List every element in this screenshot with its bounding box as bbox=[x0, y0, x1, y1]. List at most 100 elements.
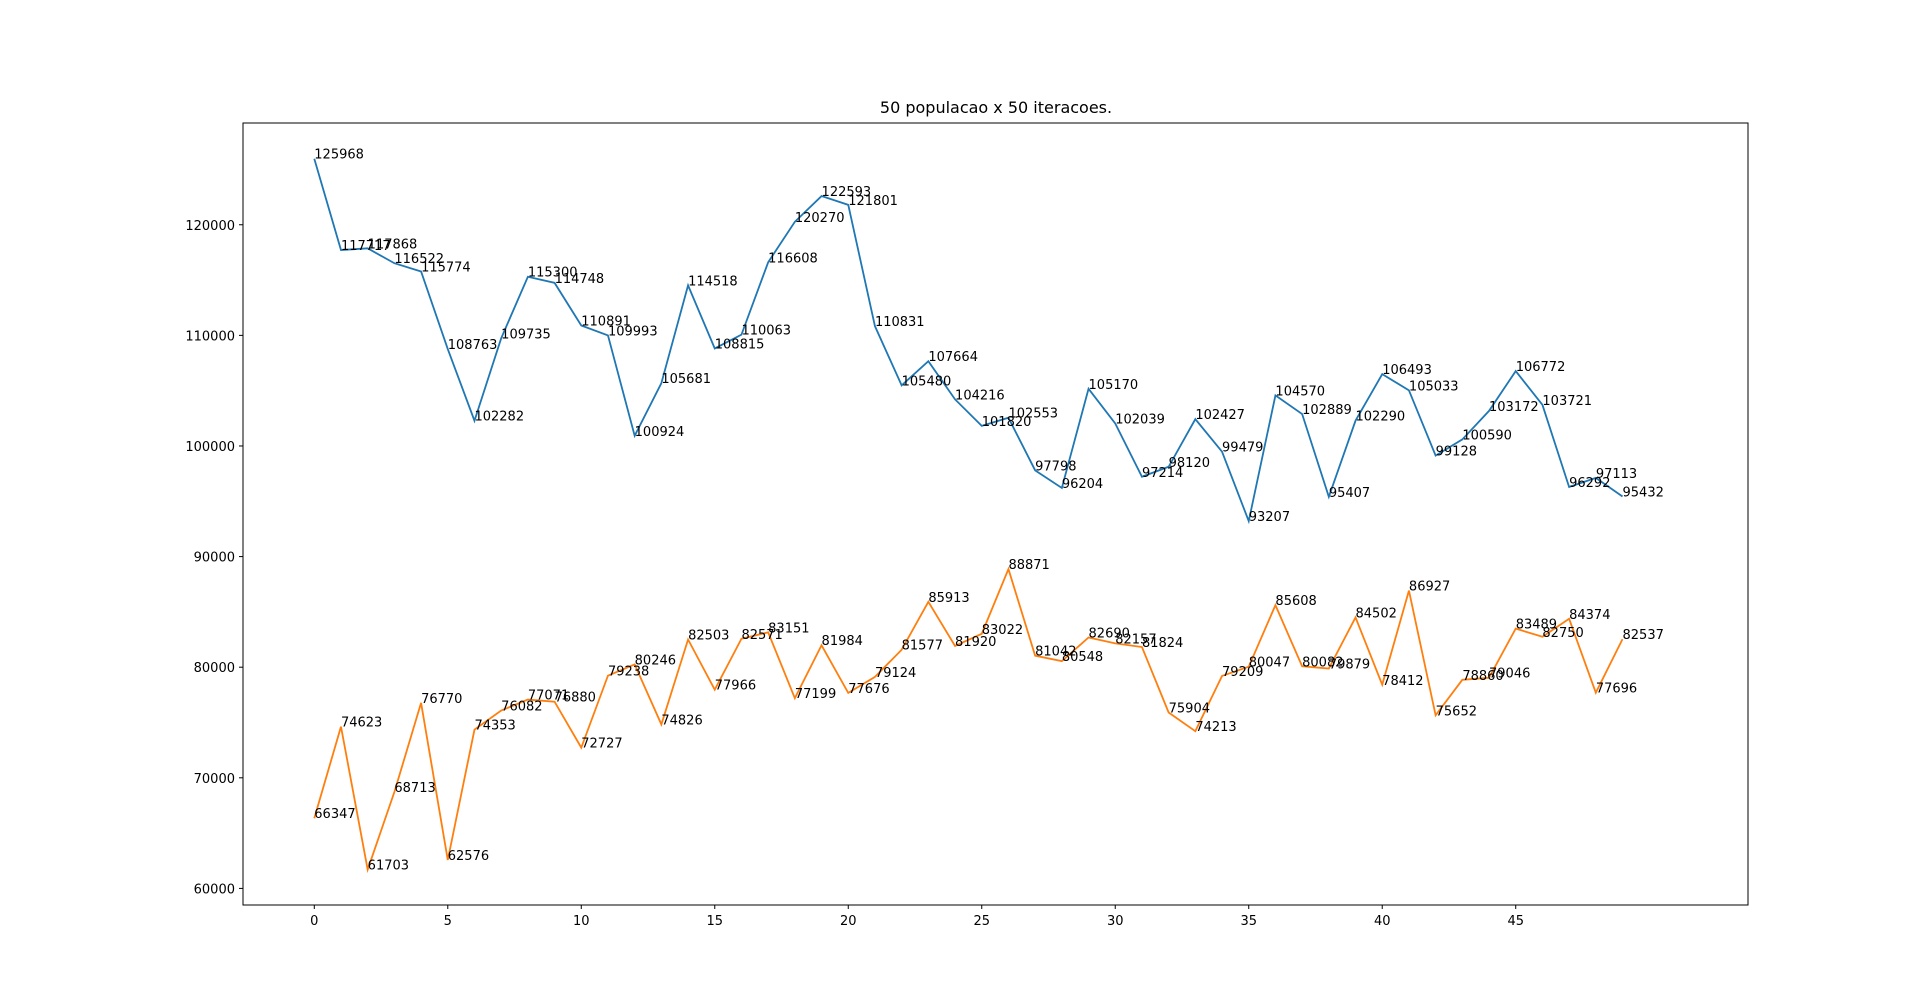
series-line bbox=[313, 566, 1624, 874]
data-label: 81042 bbox=[1035, 645, 1076, 660]
data-label: 88871 bbox=[1008, 558, 1049, 573]
data-label: 79124 bbox=[875, 666, 916, 681]
data-label: 74353 bbox=[474, 719, 515, 734]
x-tick-label: 35 bbox=[1240, 914, 1257, 929]
x-tick-label: 15 bbox=[706, 914, 723, 929]
data-label: 105681 bbox=[661, 372, 711, 387]
y-tick-label: 100000 bbox=[185, 440, 235, 455]
data-label: 115774 bbox=[421, 261, 471, 276]
data-label: 83489 bbox=[1516, 618, 1557, 633]
x-tick-label: 5 bbox=[444, 914, 452, 929]
series-line bbox=[313, 158, 1624, 525]
data-label: 100924 bbox=[635, 425, 685, 440]
data-label: 72727 bbox=[581, 737, 622, 752]
data-label: 77199 bbox=[795, 687, 836, 702]
x-tick-label: 25 bbox=[973, 914, 990, 929]
data-label: 85913 bbox=[928, 591, 969, 606]
data-label: 102427 bbox=[1195, 408, 1245, 423]
data-label: 106493 bbox=[1382, 363, 1432, 378]
data-label: 76880 bbox=[555, 691, 596, 706]
data-label: 100590 bbox=[1462, 428, 1512, 443]
data-label: 77071 bbox=[528, 689, 569, 704]
data-label: 93207 bbox=[1249, 510, 1290, 525]
data-label: 76082 bbox=[501, 700, 542, 715]
data-label: 125968 bbox=[314, 148, 364, 163]
data-label: 110831 bbox=[875, 315, 925, 330]
data-label: 80047 bbox=[1249, 656, 1290, 671]
data-label: 61703 bbox=[368, 859, 409, 874]
data-label: 105170 bbox=[1089, 378, 1139, 393]
data-label: 117717 bbox=[341, 239, 391, 254]
data-label: 95407 bbox=[1329, 486, 1370, 501]
data-label: 76770 bbox=[421, 692, 462, 707]
data-label: 103172 bbox=[1489, 400, 1539, 415]
data-label: 81577 bbox=[902, 639, 943, 654]
data-label: 82690 bbox=[1089, 626, 1130, 641]
data-label: 120270 bbox=[795, 211, 845, 226]
y-tick-label: 60000 bbox=[194, 882, 235, 897]
y-tick-label: 110000 bbox=[185, 329, 235, 344]
data-label: 82571 bbox=[741, 628, 782, 643]
data-label: 81920 bbox=[955, 635, 996, 650]
data-label: 79238 bbox=[608, 665, 649, 680]
data-label: 62576 bbox=[448, 849, 489, 864]
data-label: 82750 bbox=[1542, 626, 1583, 641]
data-label: 96204 bbox=[1062, 477, 1103, 492]
data-label: 96292 bbox=[1569, 476, 1610, 491]
y-tick-label: 90000 bbox=[194, 551, 235, 566]
data-label: 102553 bbox=[1008, 407, 1058, 422]
data-label: 78860 bbox=[1462, 669, 1503, 684]
data-label: 77966 bbox=[715, 679, 756, 694]
data-label: 121801 bbox=[848, 194, 898, 209]
data-label: 102282 bbox=[474, 410, 524, 425]
data-label: 105480 bbox=[902, 374, 952, 389]
data-label: 95432 bbox=[1623, 486, 1664, 501]
data-label: 110891 bbox=[581, 315, 631, 330]
y-tick-label: 70000 bbox=[194, 772, 235, 787]
x-tick-label: 40 bbox=[1374, 914, 1391, 929]
chart-title: 50 populacao x 50 iteracoes. bbox=[880, 98, 1112, 117]
y-tick-label: 80000 bbox=[194, 661, 235, 676]
data-label: 84502 bbox=[1356, 606, 1397, 621]
data-label: 84374 bbox=[1569, 608, 1610, 623]
data-label: 101820 bbox=[982, 415, 1032, 430]
data-label: 114748 bbox=[555, 272, 605, 287]
data-label: 68713 bbox=[394, 781, 435, 796]
data-label: 79046 bbox=[1489, 667, 1530, 682]
data-label: 105033 bbox=[1409, 379, 1459, 394]
data-label: 114518 bbox=[688, 274, 738, 289]
plot-frame bbox=[242, 122, 1749, 906]
data-label: 82157 bbox=[1115, 632, 1156, 647]
data-label: 81824 bbox=[1142, 636, 1183, 651]
data-label: 74623 bbox=[341, 716, 382, 731]
data-label: 116522 bbox=[394, 252, 444, 267]
data-label: 74213 bbox=[1195, 720, 1236, 735]
x-tick-label: 30 bbox=[1107, 914, 1124, 929]
data-label: 75904 bbox=[1169, 701, 1210, 716]
data-label: 104570 bbox=[1275, 384, 1325, 399]
data-label: 115300 bbox=[528, 266, 578, 281]
data-label: 79209 bbox=[1222, 665, 1263, 680]
data-label: 108763 bbox=[448, 338, 498, 353]
data-label: 110063 bbox=[741, 324, 791, 339]
data-label: 77676 bbox=[848, 682, 889, 697]
data-label: 102039 bbox=[1115, 412, 1165, 427]
data-label: 107664 bbox=[928, 350, 978, 365]
data-label: 77696 bbox=[1596, 682, 1637, 697]
data-label: 79879 bbox=[1329, 658, 1370, 673]
data-label: 116608 bbox=[768, 251, 818, 266]
data-label: 99128 bbox=[1436, 445, 1477, 460]
data-label: 117868 bbox=[368, 237, 418, 252]
data-label: 109735 bbox=[501, 327, 551, 342]
data-label: 109993 bbox=[608, 324, 658, 339]
data-label: 102889 bbox=[1302, 403, 1352, 418]
data-label: 104216 bbox=[955, 388, 1005, 403]
data-label: 66347 bbox=[314, 807, 355, 822]
data-label: 80246 bbox=[635, 653, 676, 668]
data-label: 75652 bbox=[1436, 704, 1477, 719]
x-tick-label: 20 bbox=[840, 914, 857, 929]
data-label: 97798 bbox=[1035, 459, 1076, 474]
data-label: 78412 bbox=[1382, 674, 1423, 689]
data-label: 122593 bbox=[822, 185, 872, 200]
